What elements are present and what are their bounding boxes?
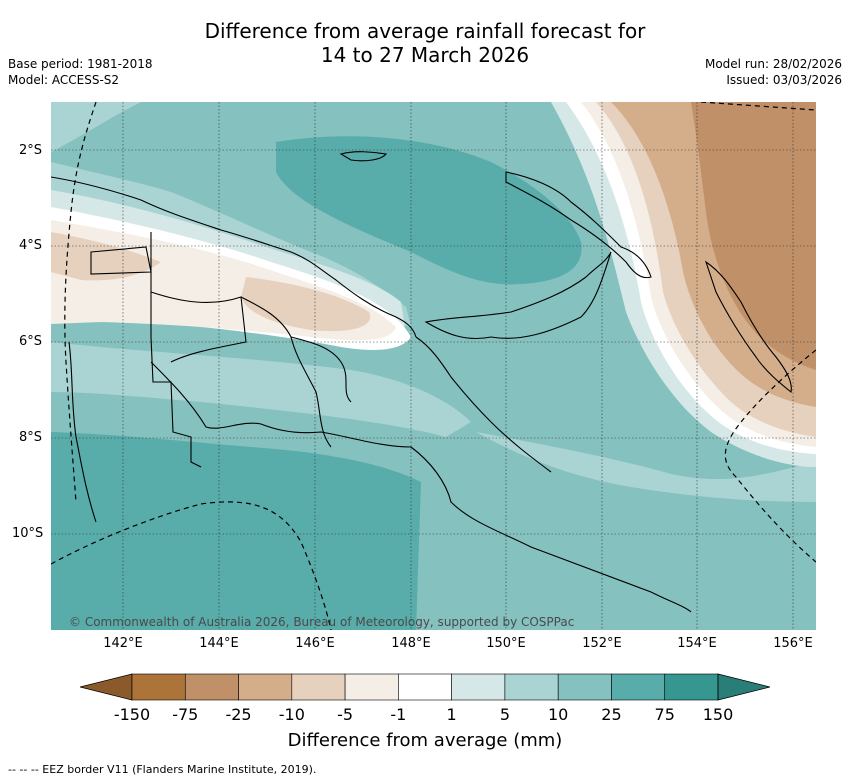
colorbar-cell [184,673,239,701]
colorbar-extend-high [717,673,770,701]
colorbar-cell [131,673,186,701]
lat-label-6s: 6°S [19,334,43,349]
zone-minus10-west [51,232,161,281]
eez-footnote: -- -- -- EEZ border V11 (Flanders Marine… [8,763,317,776]
colorbar-cell [451,673,506,701]
lon-label-152e: 152°E [582,636,622,651]
meta-left: Base period: 1981-2018 Model: ACCESS-S2 [8,56,153,88]
colorbar-cell [238,673,293,701]
lat-label-10s: 10°S [12,526,44,541]
colorbar-tick-label: -1 [390,705,407,724]
eez-border [51,102,816,630]
rainfall-map: © Commonwealth of Australia 2026, Bureau… [51,102,816,630]
colorbar-tick-label: 25 [601,705,622,724]
zone-minus75-east [691,102,816,370]
colorbar-tick-label: 1 [446,705,457,724]
colorbar-tick-label: -75 [172,705,199,724]
colorbar-tick-label: 10 [547,705,569,724]
graticule [51,102,816,630]
issued-text: Issued: 03/03/2026 [726,73,842,87]
title-line-1: Difference from average rainfall forecas… [204,19,646,43]
colorbar-extend-low [80,673,133,701]
lat-label-8s: 8°S [19,430,43,445]
colorbar-cell [664,673,719,701]
model-text: Model: ACCESS-S2 [8,73,120,87]
lon-label-156e: 156°E [773,636,813,651]
colorbar-cell [291,673,346,701]
lat-label-4s: 4°S [19,238,43,253]
title-line-2: 14 to 27 March 2026 [320,43,530,67]
zone-5-10-west [51,342,471,437]
meta-right: Model run: 28/02/2026 Issued: 03/03/2026 [705,56,842,88]
colorbar-cell [398,673,452,701]
colorbar-tick-label: -25 [225,705,252,724]
base-period-text: Base period: 1981-2018 [8,57,153,71]
colorbar-tick-label: 150 [702,705,734,724]
colorbar-cell [611,673,666,701]
lon-label-146e: 146°E [295,636,335,651]
colorbar-tick-label: 5 [499,705,510,724]
colorbar-tick-label: -150 [113,705,151,724]
model-run-text: Model run: 28/02/2026 [704,57,842,71]
lon-label-142e: 142°E [103,636,143,651]
colorbar [80,673,770,701]
colorbar-cell [557,673,612,701]
zone-5-10-northwest [51,102,141,152]
colorbar-cell [344,673,399,701]
colorbar-tick-label: -10 [278,705,305,724]
colorbar-title: Difference from average (mm) [287,730,563,751]
copyright-text: © Commonwealth of Australia 2026, Bureau… [69,615,574,629]
lon-label-148e: 148°E [391,636,431,651]
map-title: Difference from average rainfall forecas… [0,19,850,67]
zone-25-75-southwest [51,432,421,630]
colorbar-cell [504,673,559,701]
lon-label-144e: 144°E [199,636,239,651]
colorbar-tick-label: -5 [337,705,354,724]
zone-25-75-bismarck [276,136,582,285]
lon-label-154e: 154°E [677,636,717,651]
zone-minus10-central [241,277,371,332]
lat-label-2s: 2°S [19,143,43,158]
colorbar-tick-label: 75 [654,705,675,724]
lon-label-150e: 150°E [486,636,526,651]
coastlines [51,151,792,613]
zone-5-10-southeast [476,432,816,502]
